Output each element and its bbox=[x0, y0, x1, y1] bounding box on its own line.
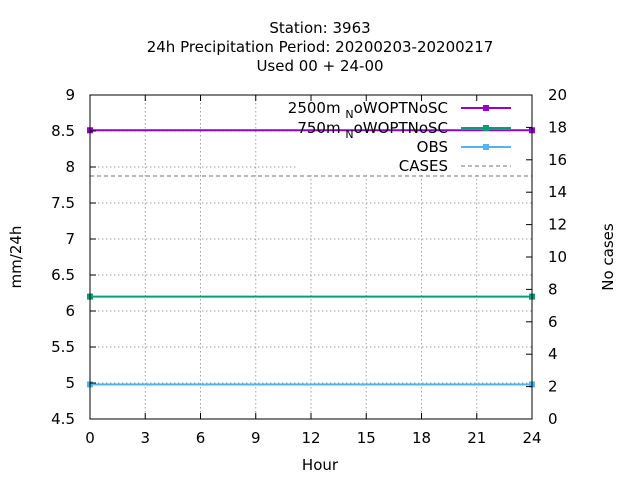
title-line-2: 24h Precipitation Period: 20200203-20200… bbox=[147, 38, 494, 56]
legend-entry-obs: OBS bbox=[417, 138, 511, 156]
y-tick-label: 5.5 bbox=[51, 338, 75, 356]
legend-marker bbox=[483, 144, 489, 150]
x-tick-label: 9 bbox=[251, 429, 261, 447]
x-tick-label: 15 bbox=[357, 429, 376, 447]
legend-entry-750m: 750m NoWOPTNoSC bbox=[297, 119, 511, 141]
y-tick-label: 8.5 bbox=[51, 122, 75, 140]
y-tick-label: 9 bbox=[65, 86, 75, 104]
y2-tick-label: 12 bbox=[548, 216, 567, 234]
x-tick-label: 21 bbox=[467, 429, 486, 447]
legend-label: OBS bbox=[417, 138, 448, 156]
y2-tick-label: 0 bbox=[548, 410, 558, 428]
y-tick-label: 7.5 bbox=[51, 194, 75, 212]
y2-axis-label: No cases bbox=[599, 223, 617, 291]
y2-tick-label: 6 bbox=[548, 313, 558, 331]
y-tick-label: 8 bbox=[65, 158, 75, 176]
y2-tick-label: 2 bbox=[548, 378, 558, 396]
x-tick-label: 12 bbox=[301, 429, 320, 447]
y2-tick-label: 20 bbox=[548, 86, 567, 104]
x-tick-label: 3 bbox=[140, 429, 150, 447]
y2-tick-label: 14 bbox=[548, 183, 567, 201]
x-tick-label: 24 bbox=[522, 429, 541, 447]
y2-tick-label: 18 bbox=[548, 118, 567, 136]
plot-frame bbox=[89, 94, 533, 420]
legend-marker bbox=[483, 105, 489, 111]
y-axis-label: mm/24h bbox=[7, 226, 25, 289]
title-line-1: Station: 3963 bbox=[269, 19, 370, 37]
tick-labels: 0 3 6 9 12 15 18 21 244.555.566.577.588.59024681… bbox=[51, 86, 567, 447]
x-tick-label: 0 bbox=[85, 429, 95, 447]
legend-label: 2500m NoWOPTNoSC bbox=[288, 99, 448, 121]
axis-ticks bbox=[89, 94, 533, 420]
x-tick-label: 18 bbox=[412, 429, 431, 447]
grid bbox=[90, 95, 532, 419]
legend-entry-cases: CASES bbox=[399, 157, 511, 175]
y2-tick-label: 8 bbox=[548, 280, 558, 298]
y2-tick-label: 16 bbox=[548, 151, 567, 169]
legend-marker bbox=[483, 125, 489, 131]
title-line-3: Used 00 + 24-00 bbox=[256, 57, 383, 75]
legend-label: 750m NoWOPTNoSC bbox=[297, 119, 448, 141]
y-tick-label: 6.5 bbox=[51, 266, 75, 284]
y-tick-label: 5 bbox=[65, 374, 75, 392]
y-tick-label: 4.5 bbox=[51, 410, 75, 428]
legend-entry-2500m: 2500m NoWOPTNoSC bbox=[288, 99, 511, 121]
legend-label: CASES bbox=[399, 157, 448, 175]
chart-title: Station: 3963 24h Precipitation Period: … bbox=[147, 19, 494, 75]
y-tick-label: 7 bbox=[65, 230, 75, 248]
y2-tick-label: 4 bbox=[548, 345, 558, 363]
x-tick-label: 6 bbox=[196, 429, 206, 447]
y-tick-label: 6 bbox=[65, 302, 75, 320]
y2-tick-label: 10 bbox=[548, 248, 567, 266]
x-axis-label: Hour bbox=[302, 456, 339, 474]
